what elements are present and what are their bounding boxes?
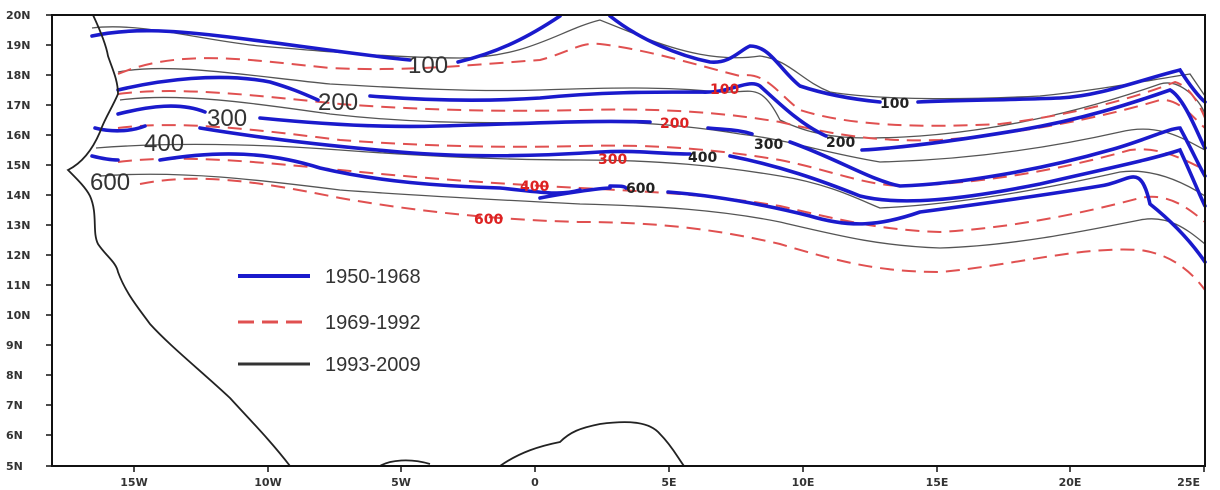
contour-label-dark-200: 200 [826,135,855,151]
legend: 1950-1968 1969-1992 1993-2009 [238,266,421,376]
x-tick-label: 5E [661,476,676,489]
contour-line-blue [116,104,207,116]
contour-label-red-200: 200 [660,116,689,132]
x-axis [133,466,1205,472]
y-tick-label: 20N [6,9,31,22]
plot-frame [51,14,1206,467]
y-tick-label: 6N [6,429,23,442]
y-tick-label: 18N [6,69,31,82]
contour-line-blue [90,154,120,162]
contour-line-blue [368,81,828,138]
contour-line-blue [728,147,1207,208]
contour-line-blue [916,67,1207,104]
y-axis [46,14,52,467]
y-tick-label: 12N [6,249,31,262]
contour-labels-large: 100 200 300 400 600 [90,52,448,196]
contour-line-blue [860,88,1207,152]
contour-line-blue [456,14,562,64]
x-tick-label: 15E [926,476,949,489]
x-tick-label: 10E [792,476,815,489]
contour-label-red-100: 100 [710,82,739,98]
x-tick-label: 15W [120,476,147,489]
x-tick-label: 25E [1177,476,1200,489]
contour-label-dark-300: 300 [754,137,783,153]
contour-label-red-400: 400 [520,179,549,195]
x-tick-labels: 15W 10W 5W 0 5E 10E 15E 20E 25E [120,476,1200,489]
contour-label-600: 600 [90,169,130,196]
y-tick-label: 13N [6,219,31,232]
contour-line-blue [93,124,147,133]
contour-line-blue [116,75,320,102]
y-tick-label: 10N [6,309,31,322]
contour-labels-dark: 100 200 300 400 600 [626,96,909,197]
contour-line-red [117,124,1206,188]
contour-line-blue [788,126,1207,188]
contour-label-200: 200 [318,89,358,116]
contour-line-red [139,177,1206,291]
contour-line-blue [258,116,652,129]
legend-label-1969-1992: 1969-1992 [325,312,421,334]
contour-label-dark-600: 600 [626,181,655,197]
y-tick-label: 16N [6,129,31,142]
contour-line-red [117,42,1206,127]
legend-label-1950-1968: 1950-1968 [325,266,421,288]
contour-line-blue [158,152,582,195]
x-tick-label: 5W [391,476,411,489]
coastline-west-africa [66,14,291,467]
y-tick-labels: 20N 19N 18N 17N 16N 15N 14N 13N 12N 11N … [6,9,31,473]
contour-line-blue [706,126,754,136]
contour-line-blue [538,186,612,200]
y-tick-label: 8N [6,369,23,382]
contour-label-dark-400: 400 [688,150,717,166]
contour-label-300: 300 [207,105,247,132]
contour-line-gray [91,19,1206,100]
contour-labels-red: 100 200 300 400 600 [474,82,739,228]
x-tick-label: 0 [531,476,539,489]
coastline [66,14,685,467]
legend-label-1993-2009: 1993-2009 [325,354,421,376]
y-tick-label: 19N [6,39,31,52]
y-tick-label: 7N [6,399,23,412]
contour-line-blue [666,175,1207,264]
y-tick-label: 17N [6,99,31,112]
contour-line-gray [99,173,1206,249]
contour-line-blue [90,28,412,62]
y-tick-label: 14N [6,189,31,202]
contour-label-100: 100 [408,52,448,79]
contours-1950-1968 [90,14,1207,264]
contour-line-gray [95,143,1206,209]
y-tick-label: 15N [6,159,31,172]
contour-label-dark-100: 100 [880,96,909,112]
coastline-island [379,459,431,467]
x-tick-label: 20E [1059,476,1082,489]
contour-line-blue [198,126,692,158]
contour-label-400: 400 [144,130,184,157]
contour-label-red-300: 300 [598,152,627,168]
y-tick-label: 5N [6,460,23,473]
contour-line-blue [608,14,882,104]
y-tick-label: 11N [6,279,31,292]
y-tick-label: 9N [6,339,23,352]
contours-1993-2009 [91,19,1206,249]
contour-line-gray [117,67,1206,139]
contour-label-red-600: 600 [474,212,503,228]
contour-line-blue [608,184,628,190]
coastline-gulf-of-guinea [499,421,685,467]
x-tick-label: 10W [254,476,281,489]
